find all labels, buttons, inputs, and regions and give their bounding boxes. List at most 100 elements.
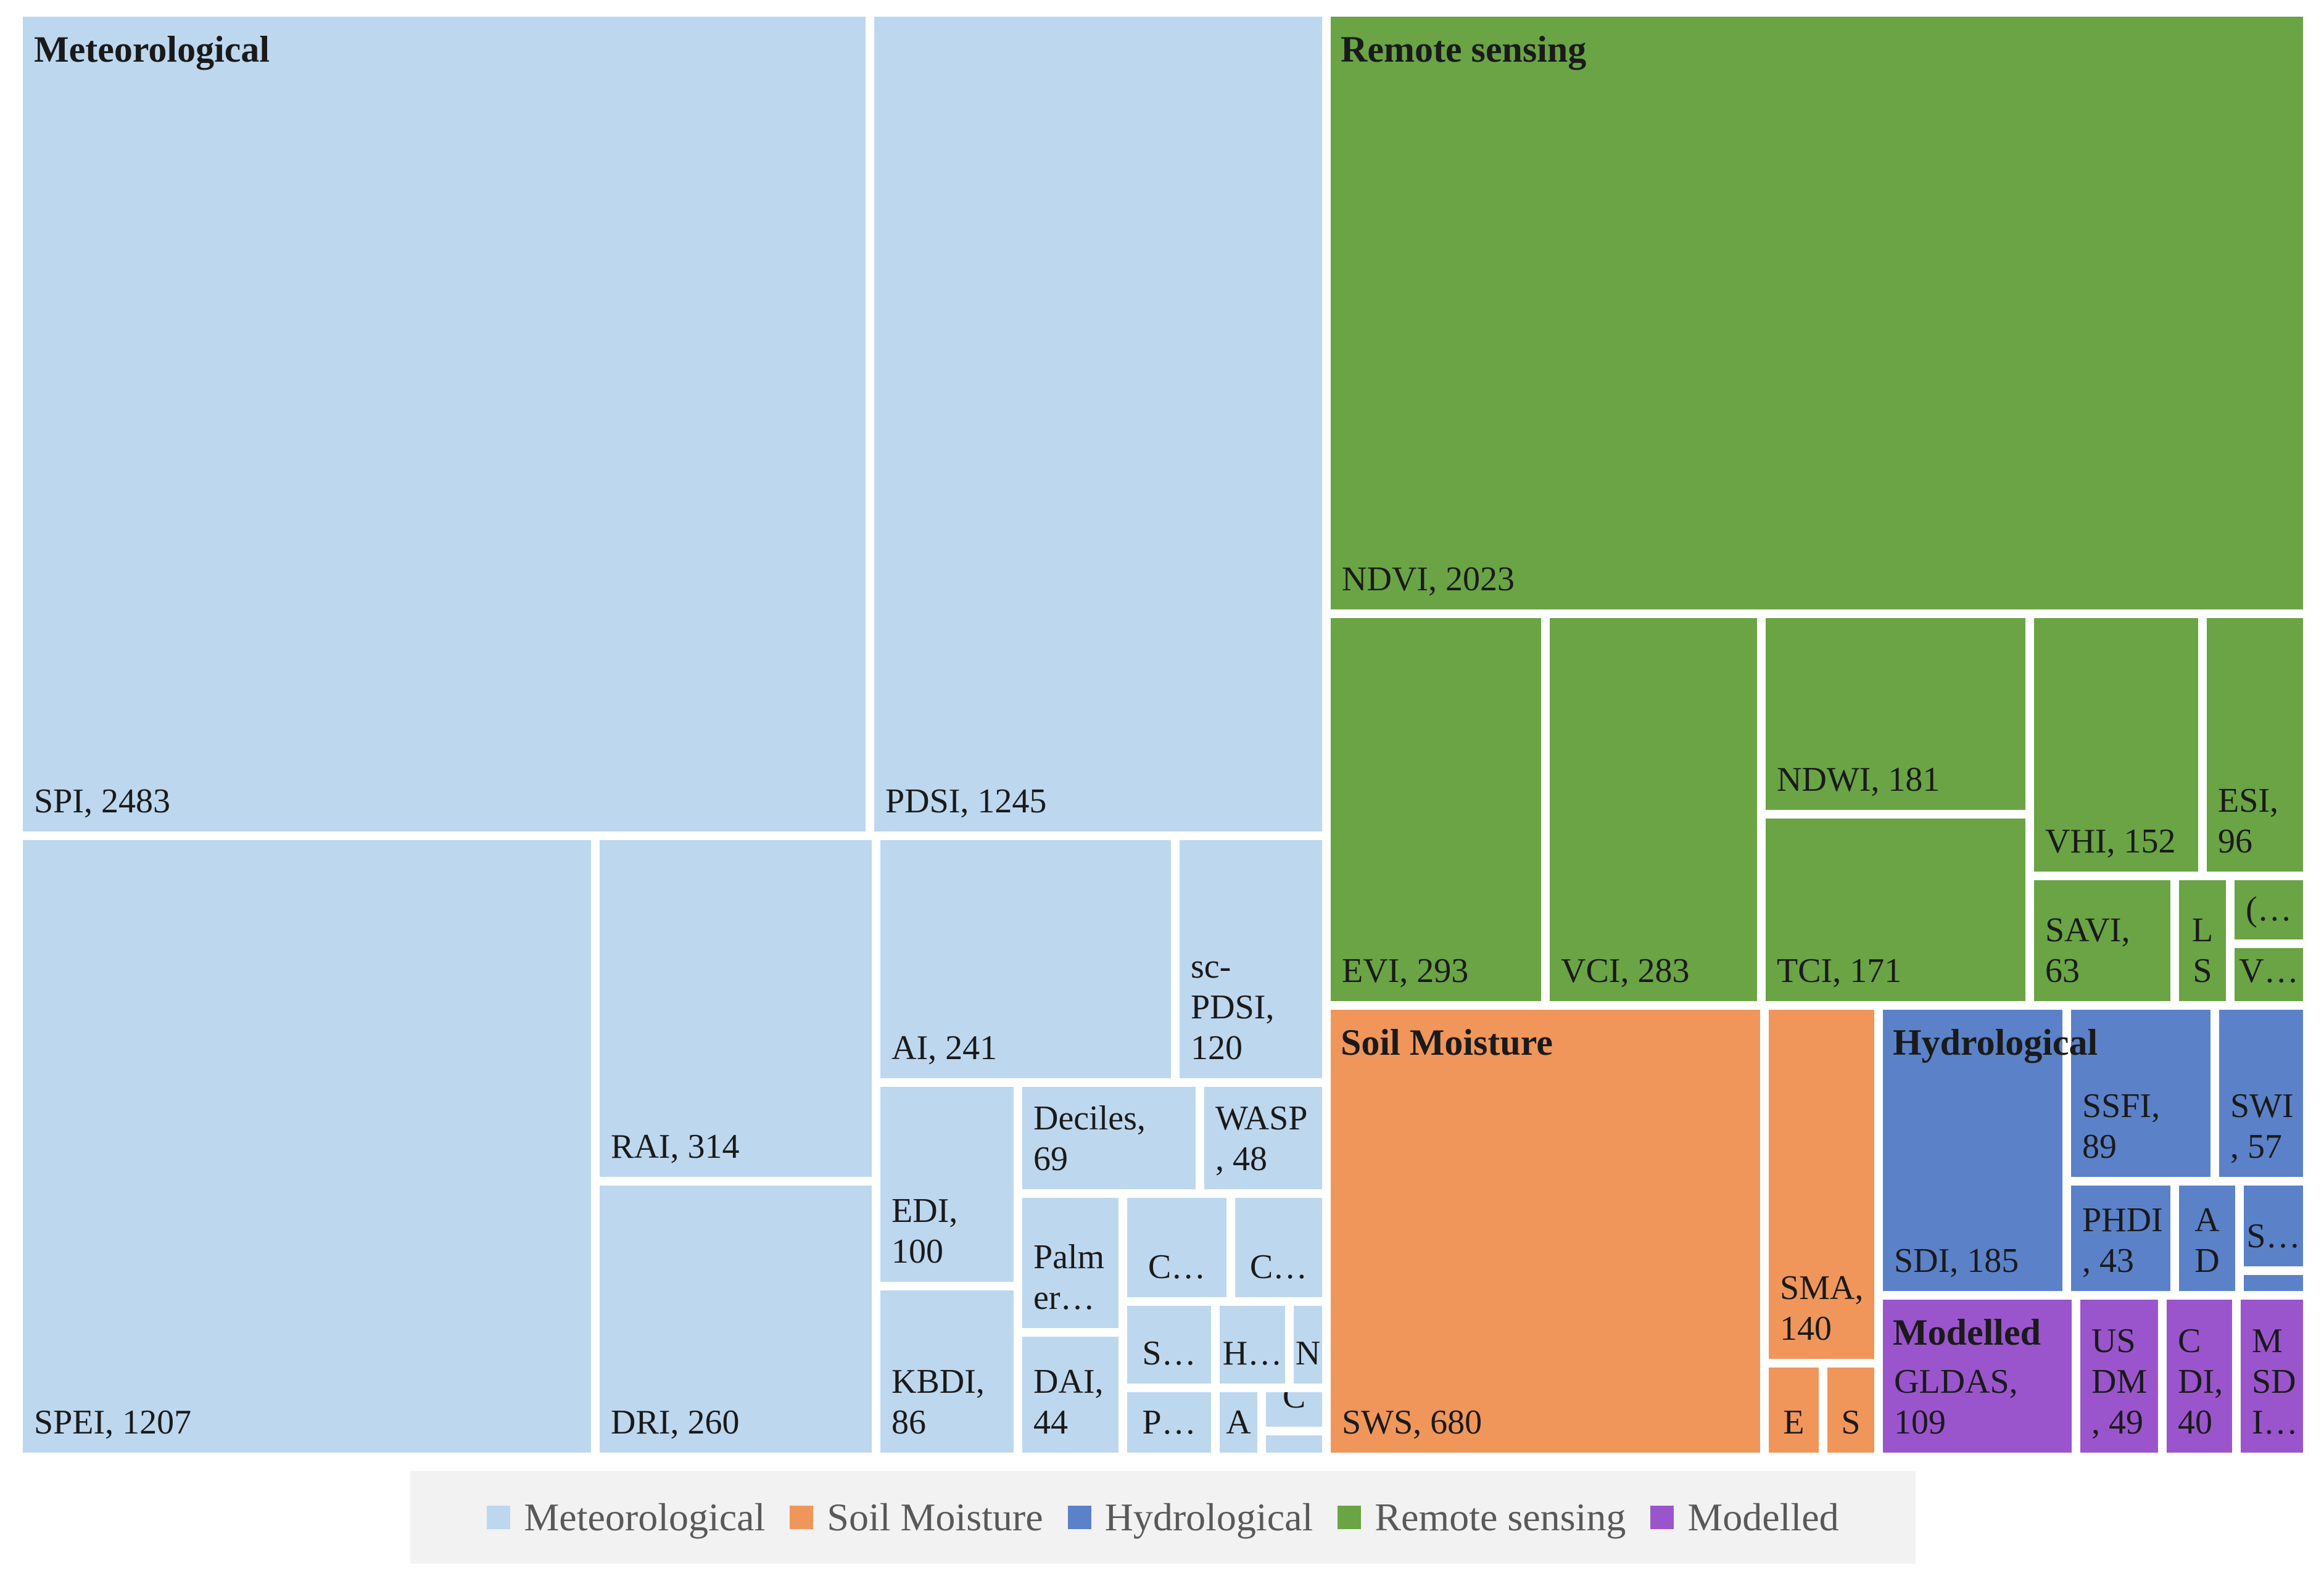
tile-c2: C… bbox=[1231, 1194, 1326, 1302]
tile-phdi: PHDI , 43 bbox=[2067, 1181, 2175, 1295]
tile-label-r1: (… bbox=[2246, 890, 2292, 928]
tile-e1: E bbox=[1764, 1363, 1823, 1457]
tile-label-pdsi: PDSI, 1245 bbox=[885, 782, 1047, 820]
tile-vhi: VHI, 152 bbox=[2030, 614, 2202, 876]
tile-label-vhi: VHI, 152 bbox=[2045, 822, 2176, 860]
tile-label-edi: EDI, 100 bbox=[891, 1192, 958, 1271]
tile-label-ndwi: NDWI, 181 bbox=[1777, 761, 1940, 799]
tile-label-ndvi: NDVI, 2023 bbox=[1342, 560, 1515, 598]
tile-sc-pdsi: sc- PDSI, 120 bbox=[1175, 836, 1326, 1083]
tile-label-ls: L S bbox=[2191, 911, 2214, 990]
tile-c1: C… bbox=[1123, 1194, 1231, 1302]
tile-swi: SWI , 57 bbox=[2215, 1005, 2307, 1181]
group-title-modelled: Modelled bbox=[1893, 1312, 2041, 1353]
tile-label-s1: S… bbox=[1142, 1334, 1196, 1372]
tile-s2: S bbox=[1823, 1363, 1879, 1457]
tile-esi: ESI, 96 bbox=[2202, 614, 2307, 876]
tile-label-deciles: Deciles, 69 bbox=[1033, 1099, 1146, 1178]
tile-label-spi: SPI, 2483 bbox=[34, 782, 170, 820]
tile-label-sdi: SDI, 185 bbox=[1894, 1242, 2019, 1280]
tile-label-sma: SMA, 140 bbox=[1780, 1269, 1864, 1348]
tile-label-kbdi: KBDI, 86 bbox=[891, 1363, 985, 1442]
tile-spi: SPI, 2483 bbox=[19, 12, 870, 836]
group-title-remote-sensing: Remote sensing bbox=[1341, 29, 1587, 70]
tile-label-sws: SWS, 680 bbox=[1342, 1403, 1482, 1442]
tile-label-p1: P… bbox=[1142, 1403, 1196, 1442]
legend-label-hydrological: Hydrological bbox=[1104, 1495, 1313, 1539]
tile-label-esi: ESI, 96 bbox=[2218, 782, 2278, 860]
tile-evi: EVI, 293 bbox=[1326, 614, 1545, 1005]
tile-v1: V… bbox=[2230, 944, 2307, 1005]
tile-label-s3: S… bbox=[2246, 1217, 2301, 1255]
tile-label-vci: VCI, 283 bbox=[1561, 952, 1690, 990]
tile-label-a1: A bbox=[1226, 1403, 1251, 1442]
tile-label-h1: H… bbox=[1222, 1334, 1283, 1372]
tile-label-usdm: US DM , 49 bbox=[2091, 1322, 2148, 1442]
legend-swatch-hydrological bbox=[1067, 1506, 1091, 1529]
tile-s3: S… bbox=[2239, 1181, 2307, 1271]
legend: Meteorological Soil Moisture Hydrologica… bbox=[410, 1471, 1916, 1564]
tile-label-n1: N bbox=[1295, 1334, 1321, 1372]
tile-label-e1: E bbox=[1783, 1403, 1805, 1442]
tile-deciles: Deciles, 69 bbox=[1018, 1083, 1200, 1194]
tile-label-v1: V… bbox=[2239, 952, 2299, 990]
legend-label-remote-sensing: Remote sensing bbox=[1375, 1495, 1626, 1539]
tile-a1: A bbox=[1215, 1388, 1262, 1457]
tile-label-c3: C bbox=[1282, 1388, 1306, 1416]
tile-edi: EDI, 100 bbox=[876, 1083, 1018, 1286]
tile-sdi: SDI, 185 bbox=[1879, 1005, 2067, 1295]
tile-label-ssfi: SSFI, 89 bbox=[2082, 1087, 2161, 1166]
tile-r1: (… bbox=[2230, 876, 2307, 944]
tile-ad: A D bbox=[2175, 1181, 2239, 1295]
tile-label-ad: A D bbox=[2194, 1201, 2220, 1280]
tile-ndwi: NDWI, 181 bbox=[1761, 614, 2030, 814]
tile-label-cdi: C DI, 40 bbox=[2178, 1322, 2223, 1442]
tile-label-swi: SWI , 57 bbox=[2230, 1087, 2294, 1166]
tile-vci: VCI, 283 bbox=[1545, 614, 1761, 1005]
tile-n1: N bbox=[1289, 1302, 1326, 1388]
tile-cdi: C DI, 40 bbox=[2162, 1295, 2236, 1457]
legend-item-hydrological: Hydrological bbox=[1067, 1495, 1313, 1540]
legend-swatch-remote-sensing bbox=[1338, 1506, 1362, 1529]
tile-label-c2: C… bbox=[1249, 1248, 1308, 1286]
tile-spei: SPEI, 1207 bbox=[19, 836, 595, 1457]
legend-label-soil-moisture: Soil Moisture bbox=[827, 1495, 1043, 1539]
tile-ai: AI, 241 bbox=[876, 836, 1175, 1083]
tile-kbdi: KBDI, 86 bbox=[876, 1286, 1018, 1457]
tile-gldas: GLDAS, 109 bbox=[1879, 1295, 2076, 1457]
tile-ls: L S bbox=[2175, 876, 2230, 1005]
tile-label-evi: EVI, 293 bbox=[1342, 952, 1469, 990]
legend-swatch-soil-moisture bbox=[790, 1506, 814, 1529]
legend-item-soil-moisture: Soil Moisture bbox=[790, 1495, 1043, 1540]
tile-label-gldas: GLDAS, 109 bbox=[1894, 1363, 2018, 1442]
legend-item-meteorological: Meteorological bbox=[487, 1495, 765, 1540]
legend-swatch-modelled bbox=[1650, 1506, 1674, 1529]
tile-wasp: WASP , 48 bbox=[1200, 1083, 1326, 1194]
tile-label-sc-pdsi: sc- PDSI, 120 bbox=[1191, 947, 1275, 1067]
tile-label-dai: DAI, 44 bbox=[1033, 1363, 1104, 1442]
tile-label-palmer: Palm er… bbox=[1033, 1238, 1105, 1317]
legend-item-remote-sensing: Remote sensing bbox=[1338, 1495, 1626, 1540]
tile-label-rai: RAI, 314 bbox=[611, 1128, 740, 1166]
legend-label-modelled: Modelled bbox=[1687, 1495, 1839, 1539]
tile-p1: P… bbox=[1123, 1388, 1215, 1457]
group-title-meteorological: Meteorological bbox=[34, 29, 270, 70]
tile-label-spei: SPEI, 1207 bbox=[34, 1403, 192, 1442]
group-title-soil-moisture: Soil Moisture bbox=[1341, 1022, 1553, 1063]
tile-label-dri: DRI, 260 bbox=[611, 1403, 740, 1442]
tile-tci: TCI, 171 bbox=[1761, 814, 2030, 1005]
tile-label-ai: AI, 241 bbox=[891, 1029, 998, 1067]
tile-palmer: Palm er… bbox=[1018, 1194, 1123, 1332]
tile-label-msdi: M SD I… bbox=[2252, 1322, 2298, 1442]
tile-savi: SAVI, 63 bbox=[2030, 876, 2175, 1005]
tile-label-savi: SAVI, 63 bbox=[2045, 911, 2130, 990]
tile-label-s2: S bbox=[1841, 1403, 1861, 1442]
tile-h1: H… bbox=[1215, 1302, 1289, 1388]
tile-s1: S… bbox=[1123, 1302, 1215, 1388]
tile-label-wasp: WASP , 48 bbox=[1215, 1099, 1308, 1178]
tile-sws: SWS, 680 bbox=[1326, 1005, 1764, 1457]
tile-c3: C bbox=[1262, 1388, 1326, 1431]
tile-x1 bbox=[1262, 1431, 1326, 1457]
legend-item-modelled: Modelled bbox=[1650, 1495, 1839, 1540]
